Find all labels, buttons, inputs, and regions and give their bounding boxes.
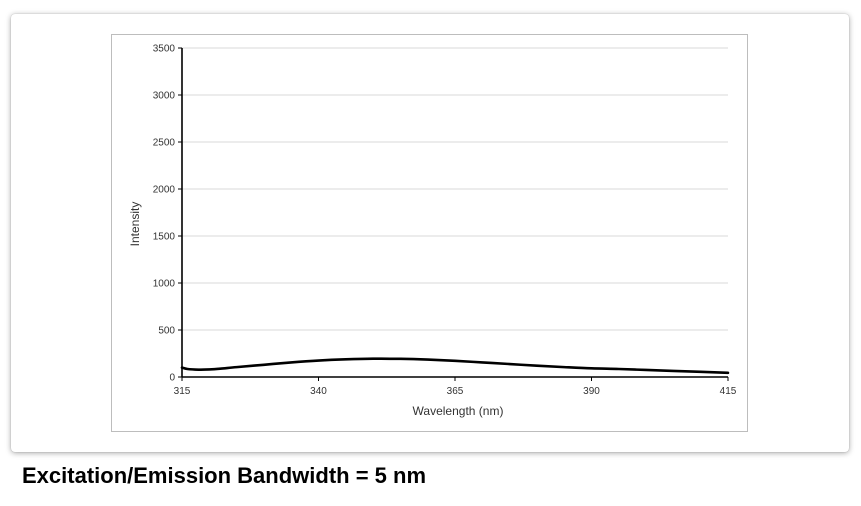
xtick-label-340: 340 xyxy=(310,386,327,397)
y-axis-label: Intensity xyxy=(128,202,142,247)
ytick-label-0: 0 xyxy=(169,373,175,384)
ytick-label-3500: 3500 xyxy=(153,44,176,55)
chart-frame: 0 500 1000 1500 2000 2500 3000 3500 315 340 365 390… xyxy=(111,34,748,432)
x-axis-label: Wavelength (nm) xyxy=(413,404,504,418)
axes xyxy=(178,47,729,381)
grid-lines xyxy=(182,47,728,331)
ytick-label-2500: 2500 xyxy=(153,138,176,149)
xtick-label-365: 365 xyxy=(447,386,464,397)
spectrum-chart: 0 500 1000 1500 2000 2500 3000 3500 315 340 365 390… xyxy=(128,44,737,419)
xtick-label-315: 315 xyxy=(174,386,191,397)
ytick-label-2000: 2000 xyxy=(153,185,176,196)
ytick-label-500: 500 xyxy=(158,326,175,337)
ytick-label-3000: 3000 xyxy=(153,91,176,102)
ytick-label-1500: 1500 xyxy=(153,232,176,243)
series-line-1 xyxy=(180,357,730,375)
ytick-label-1000: 1000 xyxy=(153,279,176,290)
series-layer xyxy=(180,357,730,375)
xtick-label-415: 415 xyxy=(720,386,737,397)
bandwidth-caption: Excitation/Emission Bandwidth = 5 nm xyxy=(22,463,427,488)
tick-labels: 0 500 1000 1500 2000 2500 3000 3500 315 340 365 390… xyxy=(153,44,737,398)
xtick-label-390: 390 xyxy=(583,386,600,397)
